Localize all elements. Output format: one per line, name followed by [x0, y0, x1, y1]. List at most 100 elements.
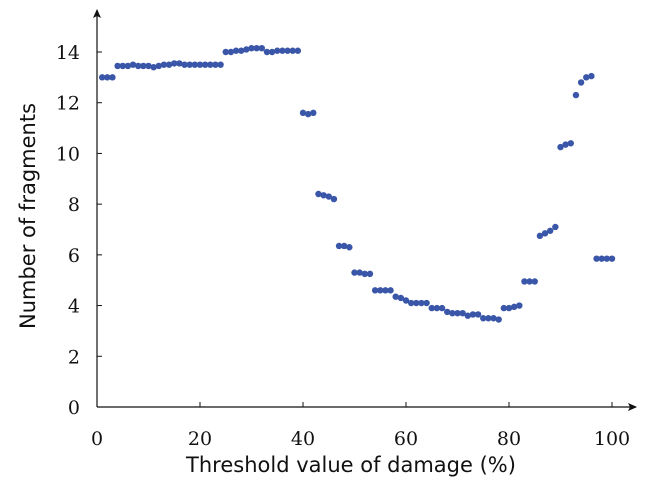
- y-tick-label: 14: [56, 42, 80, 64]
- data-point: [598, 255, 605, 262]
- data-point: [263, 48, 271, 56]
- data-point: [449, 309, 456, 317]
- data-point: [310, 109, 317, 117]
- data-point: [217, 61, 224, 68]
- data-point: [238, 47, 245, 54]
- data-point: [341, 242, 348, 250]
- data-point: [572, 91, 580, 99]
- data-point: [191, 61, 199, 68]
- data-point: [402, 297, 410, 304]
- data-point: [330, 195, 338, 203]
- data-point: [562, 141, 569, 148]
- data-point: [222, 48, 229, 56]
- data-point: [243, 46, 250, 53]
- data-point: [165, 61, 173, 68]
- data-point: [135, 62, 142, 70]
- data-point: [500, 304, 508, 312]
- y-tick-label: 10: [56, 143, 80, 165]
- data-point: [232, 47, 240, 54]
- data-point: [284, 47, 291, 54]
- x-tick-label: 80: [497, 428, 521, 450]
- data-point: [485, 315, 492, 322]
- data-point: [464, 312, 471, 319]
- data-point: [495, 316, 502, 323]
- data-point: [124, 62, 132, 70]
- y-tick-label: 0: [68, 397, 80, 419]
- data-point: [459, 309, 466, 317]
- data-point: [382, 287, 389, 294]
- data-point: [98, 74, 106, 81]
- data-point: [541, 230, 549, 237]
- data-point: [608, 255, 616, 262]
- data-point: [454, 309, 461, 317]
- data-point: [361, 270, 368, 278]
- data-point: [387, 287, 394, 294]
- x-ticks: 0 20 40 60 80 100: [91, 402, 630, 450]
- data-point: [351, 269, 358, 276]
- data-point: [433, 304, 441, 312]
- data-point: [186, 61, 193, 68]
- data-point: [304, 110, 312, 118]
- data-point: [155, 62, 162, 70]
- data-point: [510, 303, 518, 311]
- data-point: [315, 190, 322, 198]
- data-point: [428, 304, 435, 312]
- data-point: [299, 109, 307, 117]
- data-point: [377, 287, 384, 294]
- x-tick-label: 0: [91, 428, 103, 450]
- data-point: [253, 44, 260, 52]
- data-point: [335, 242, 343, 250]
- data-point: [258, 44, 265, 52]
- data-point: [521, 278, 528, 285]
- data-point: [480, 315, 487, 322]
- data-point: [444, 308, 451, 316]
- data-point: [474, 311, 482, 318]
- data-point: [531, 278, 538, 285]
- data-point: [413, 299, 420, 307]
- data-point: [418, 299, 425, 307]
- data-point: [171, 60, 178, 67]
- data-point: [140, 62, 147, 70]
- data-point: [397, 294, 405, 302]
- data-points: [98, 44, 616, 323]
- data-point: [104, 74, 111, 81]
- data-point: [567, 140, 574, 147]
- y-tick-label: 6: [68, 245, 80, 267]
- data-point: [320, 192, 327, 199]
- data-point: [279, 47, 286, 54]
- data-point: [201, 61, 209, 68]
- data-point: [325, 193, 332, 200]
- data-point: [145, 62, 152, 70]
- data-point: [366, 270, 374, 278]
- data-point: [274, 47, 281, 54]
- data-point: [593, 255, 600, 262]
- data-point: [289, 47, 296, 54]
- data-point: [268, 48, 276, 56]
- y-axis-label: Number of fragments: [16, 103, 40, 329]
- y-tick-label: 2: [68, 346, 80, 368]
- data-point: [526, 278, 533, 285]
- x-tick-label: 20: [188, 428, 212, 450]
- data-point: [392, 293, 399, 300]
- data-point: [356, 269, 363, 276]
- data-point: [577, 79, 585, 86]
- data-point: [150, 64, 157, 71]
- data-point: [557, 143, 564, 151]
- data-point: [346, 244, 353, 251]
- data-point: [505, 304, 513, 312]
- data-point: [547, 227, 554, 234]
- data-point: [248, 44, 255, 52]
- data-point: [176, 60, 183, 67]
- data-point: [407, 299, 415, 307]
- x-axis-label: Threshold value of damage (%): [185, 453, 516, 477]
- x-tick-label: 60: [394, 428, 418, 450]
- y-ticks: 0 2 4 6 8 10 12 14: [56, 42, 102, 419]
- x-tick-label: 100: [594, 428, 630, 450]
- data-point: [490, 315, 497, 322]
- data-point: [552, 223, 559, 231]
- data-point: [438, 304, 446, 312]
- data-point: [212, 61, 219, 68]
- data-point: [129, 61, 137, 68]
- x-tick-label: 40: [291, 428, 315, 450]
